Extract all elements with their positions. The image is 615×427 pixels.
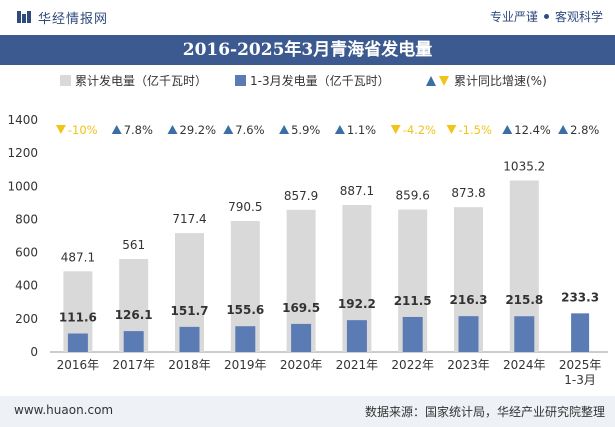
data-label-q1: 169.5 [282, 301, 320, 315]
x-tick-label: 2022年 [391, 358, 434, 372]
data-label-q1: 216.3 [450, 293, 488, 307]
data-label-q1: 151.7 [171, 304, 209, 318]
data-label-cumulative: 887.1 [340, 184, 374, 198]
footer-source: 数据来源：国家统计局，华经产业研究院整理 [364, 405, 605, 419]
growth-label: 12.4% [514, 123, 551, 137]
legend-label-q1: 1-3月发电量（亿千瓦时） [250, 74, 390, 88]
top-bar: 华经情报网 专业严谨 客观科学 [0, 0, 615, 34]
x-tick-label: 2016年 [57, 358, 100, 372]
data-label-cumulative: 717.4 [172, 212, 206, 226]
data-label-cumulative: 1035.2 [503, 159, 545, 173]
y-tick-label: 1000 [7, 179, 38, 193]
data-label-q1: 192.2 [338, 297, 376, 311]
x-tick-label: 2017年 [112, 358, 155, 372]
y-tick-label: 200 [15, 312, 38, 326]
x-tick-label: 2023年 [447, 358, 490, 372]
y-tick-label: 1200 [7, 146, 38, 160]
legend-label-growth: 累计同比增速(%) [454, 74, 547, 88]
separator-dot-icon [543, 14, 549, 19]
title-bar: 2016-2025年3月青海省发电量 [0, 35, 615, 65]
data-label-q1: 215.8 [505, 293, 543, 307]
x-tick-label: 2020年 [280, 358, 323, 372]
data-label-cumulative: 859.6 [396, 189, 430, 203]
slogan-part-b: 客观科学 [554, 10, 603, 24]
logo-icon [17, 11, 31, 23]
growth-label: 29.2% [180, 123, 217, 137]
data-label-cumulative: 487.1 [61, 250, 95, 264]
growth-row: -10% 7.8% 29.2% 7.6% 5.9% 1.1% -4.2% -1.5% 12.4%… [55, 123, 599, 137]
data-label-q1: 233.3 [561, 290, 599, 304]
y-tick-label: 600 [15, 246, 38, 260]
data-label-q1: 155.6 [226, 303, 264, 317]
data-label-cumulative: 873.8 [451, 186, 485, 200]
brand-name: 华经情报网 [38, 12, 109, 27]
growth-down-icon [55, 125, 66, 134]
legend: 累计发电量（亿千瓦时） 1-3月发电量（亿千瓦时） 累计同比增速(%) [0, 72, 615, 92]
data-label-cumulative: 561 [122, 238, 145, 252]
growth-label: -10% [68, 123, 98, 137]
growth-label: 7.6% [235, 123, 264, 137]
growth-label: 5.9% [291, 123, 320, 137]
growth-label: -4.2% [403, 123, 436, 137]
x-tick-label: 2024年 [503, 358, 546, 372]
legend-growth-arrows-icon [426, 76, 449, 86]
y-tick-label: 800 [15, 212, 38, 226]
bar-q1 [571, 313, 590, 352]
bar-q1 [123, 331, 144, 352]
x-tick-label: 2018年 [168, 358, 211, 372]
data-label-q1: 111.6 [59, 311, 97, 325]
growth-up-icon [167, 125, 178, 134]
bar-q1 [458, 316, 479, 352]
bar-q1 [514, 316, 535, 352]
bar-q1 [291, 323, 312, 352]
legend-swatch-cumulative [60, 75, 71, 86]
bar-chart: 0 200 400 600 800 1000 1200 1400 -10% 7.8% 29.2% 7… [7, 113, 608, 387]
growth-up-icon [279, 125, 290, 134]
bars: 487.1 111.6 561 126.1 717.4 151.7 790.5 155.6 85… [59, 159, 599, 352]
data-label-cumulative: 857.9 [284, 189, 318, 203]
bar-q1 [67, 333, 88, 352]
x-axis: 2016年 2017年 2018年 2019年 2020年 2021年 2022年 2023年… [57, 358, 602, 387]
growth-up-icon [111, 125, 122, 134]
x-tick-label: 1-3月 [564, 373, 596, 387]
growth-up-icon [558, 125, 569, 134]
y-tick-label: 1400 [7, 113, 38, 127]
growth-label: -1.5% [459, 123, 492, 137]
legend-item-growth: 累计同比增速(%) [426, 72, 547, 89]
legend-item-cumulative: 累计发电量（亿千瓦时） [60, 72, 207, 89]
growth-up-icon [223, 125, 234, 134]
footer-site: www.huaon.com [14, 403, 114, 417]
legend-swatch-q1 [235, 75, 246, 86]
bar-q1 [235, 326, 256, 352]
slogan: 专业严谨 客观科学 [490, 8, 603, 25]
y-tick-label: 400 [15, 279, 38, 293]
data-label-cumulative: 790.5 [228, 200, 262, 214]
growth-up-icon [502, 125, 513, 134]
bar-q1 [402, 316, 423, 352]
growth-label: 1.1% [347, 123, 376, 137]
legend-label-cumulative: 累计发电量（亿千瓦时） [75, 74, 208, 88]
slogan-part-a: 专业严谨 [489, 10, 538, 24]
data-label-q1: 126.1 [115, 308, 153, 322]
x-tick-label: 2025年 [559, 358, 602, 372]
growth-down-icon [446, 125, 457, 134]
bar-q1 [346, 320, 367, 352]
footer: www.huaon.com 数据来源：国家统计局，华经产业研究院整理 [0, 396, 615, 427]
bar-q1 [179, 326, 200, 352]
growth-down-icon [390, 125, 401, 134]
y-tick-label: 0 [30, 345, 38, 359]
growth-up-icon [334, 125, 345, 134]
x-tick-label: 2021年 [336, 358, 379, 372]
x-tick-label: 2019年 [224, 358, 267, 372]
chart-title: 2016-2025年3月青海省发电量 [182, 40, 433, 60]
growth-label: 7.8% [124, 123, 153, 137]
data-label-q1: 211.5 [394, 294, 432, 308]
growth-label: 2.8% [570, 123, 599, 137]
legend-item-q1: 1-3月发电量（亿千瓦时） [235, 72, 390, 89]
